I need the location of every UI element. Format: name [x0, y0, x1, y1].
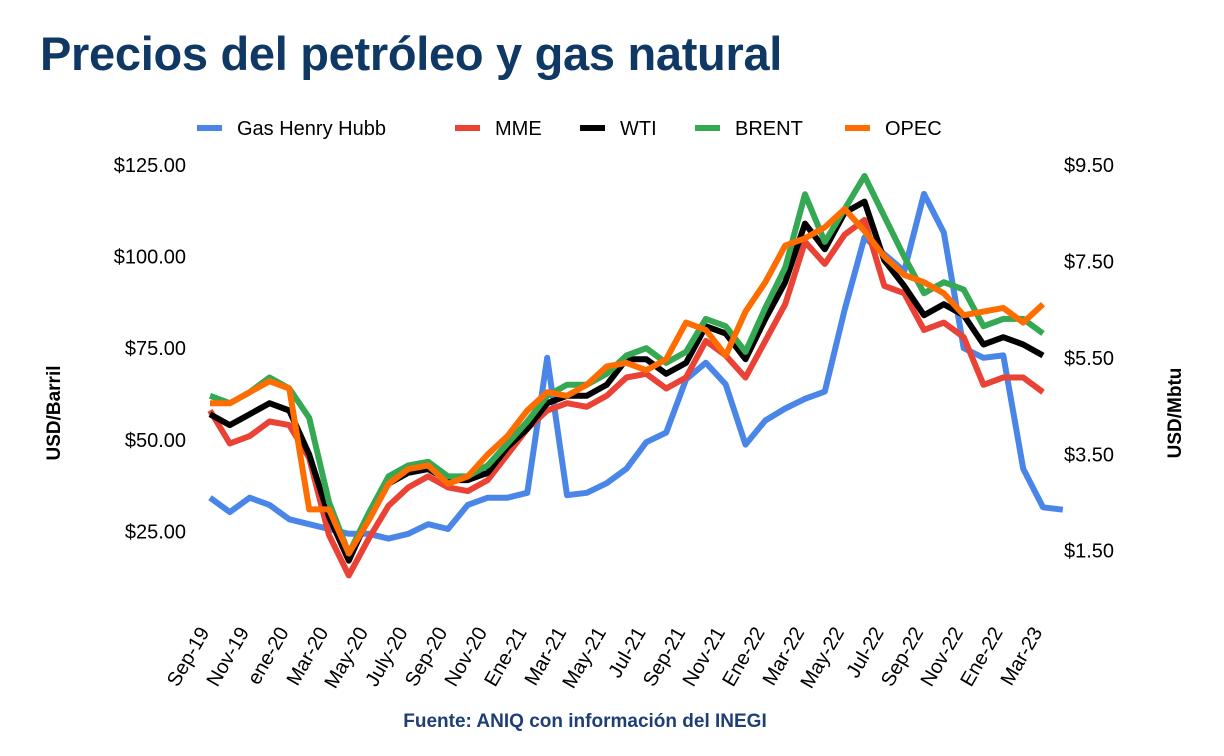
- series-line-opec: [210, 206, 1046, 557]
- right-tick-label: $9.50: [1064, 155, 1114, 177]
- x-axis: Sep-19Nov-19ene-20Mar-20May-20July-20Sep…: [163, 623, 1047, 692]
- chart-title: Precios del petróleo y gas natural: [40, 27, 783, 80]
- left-tick-label: $25.00: [125, 521, 186, 543]
- left-axis-label: USD/Barril: [44, 365, 65, 460]
- legend-label-mme: MME: [495, 118, 542, 140]
- right-tick-label: $3.50: [1064, 444, 1114, 466]
- legend-label-wti: WTI: [620, 118, 657, 140]
- series-line-gas-henry-hubb: [208, 190, 1064, 542]
- plot-lines: [207, 173, 1064, 579]
- left-tick-label: $100.00: [114, 247, 186, 269]
- left-axis: $25.00 $50.00 $75.00 $100.00 $125.00: [114, 155, 186, 543]
- right-axis: $1.50 $3.50 $5.50 $7.50 $9.50: [1064, 155, 1114, 563]
- right-tick-label: $7.50: [1064, 251, 1114, 273]
- left-tick-label: $75.00: [125, 338, 186, 360]
- left-tick-label: $125.00: [114, 155, 186, 177]
- legend: Gas Henry Hubb MME WTI BRENT OPEC: [197, 118, 942, 140]
- series-line-mme: [207, 217, 1045, 579]
- right-tick-label: $1.50: [1064, 541, 1114, 563]
- legend-label-opec: OPEC: [885, 118, 942, 140]
- source-note: Fuente: ANIQ con información del INEGI: [403, 711, 767, 732]
- legend-label-gas-henry-hubb: Gas Henry Hubb: [237, 118, 386, 140]
- left-tick-label: $50.00: [125, 430, 186, 452]
- right-axis-label: USD/Mbtu: [1165, 368, 1186, 459]
- legend-label-brent: BRENT: [735, 118, 803, 140]
- right-tick-label: $5.50: [1064, 348, 1114, 370]
